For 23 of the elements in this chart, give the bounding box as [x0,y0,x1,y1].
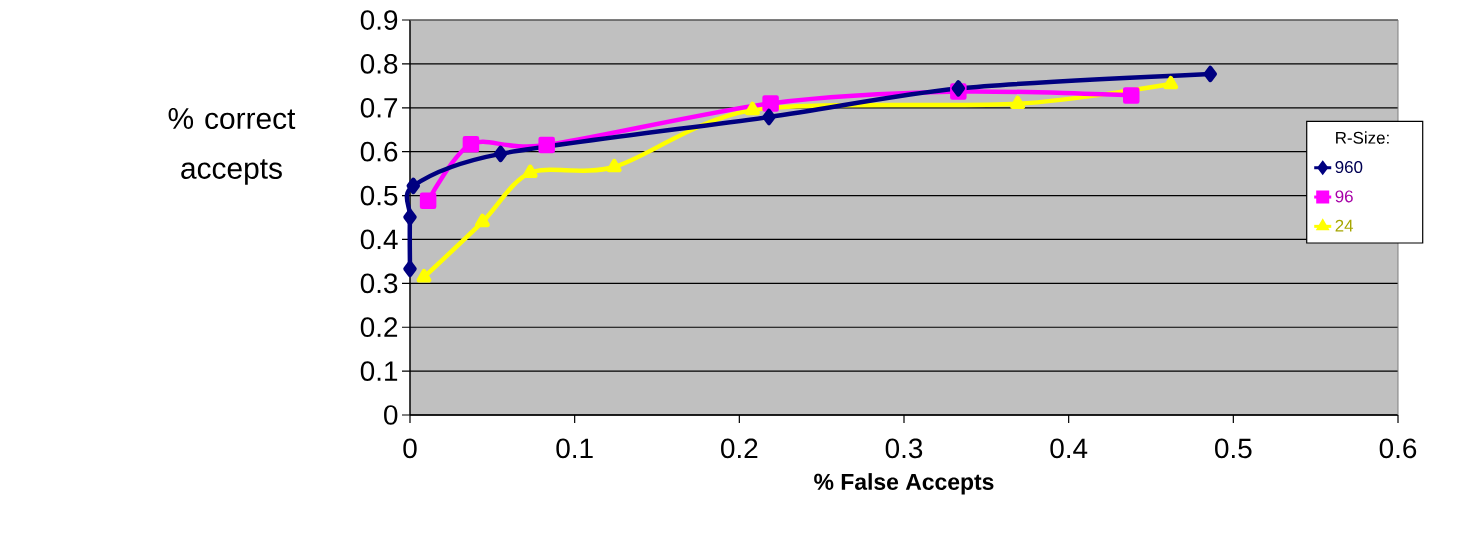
y-tick-label: 0 [384,405,398,425]
x-tick-label: 0.1 [556,438,593,459]
legend-label: 24 [1335,219,1354,232]
x-tick-label: 0.4 [1050,438,1088,459]
y-tick-label: 0.8 [360,54,398,74]
x-tick-label: 0 [403,438,417,459]
y-tick-label: 0.4 [360,229,398,250]
x-tick-label: 0.6 [1379,438,1417,459]
x-axis-title: % False Accepts [814,473,994,495]
legend-label: 960 [1335,161,1363,174]
y-tick-label: 0.2 [360,317,398,338]
x-tick-label: 0.5 [1215,438,1252,459]
y-tick-label: 0.5 [360,185,398,206]
y-tick-label: 0.9 [360,10,398,30]
y-axis-title: % correct accepts [168,108,296,185]
x-tick-label: 0.3 [885,438,923,459]
x-tick-label: 0.2 [721,438,758,459]
legend-label: 96 [1335,190,1353,203]
y-tick-label: 0.6 [360,141,398,162]
y-tick-label: 0.3 [360,273,398,294]
y-tick-label: 0.1 [360,361,398,381]
legend-title: R-Size: [1336,131,1389,144]
y-tick-label: 0.7 [360,97,398,118]
